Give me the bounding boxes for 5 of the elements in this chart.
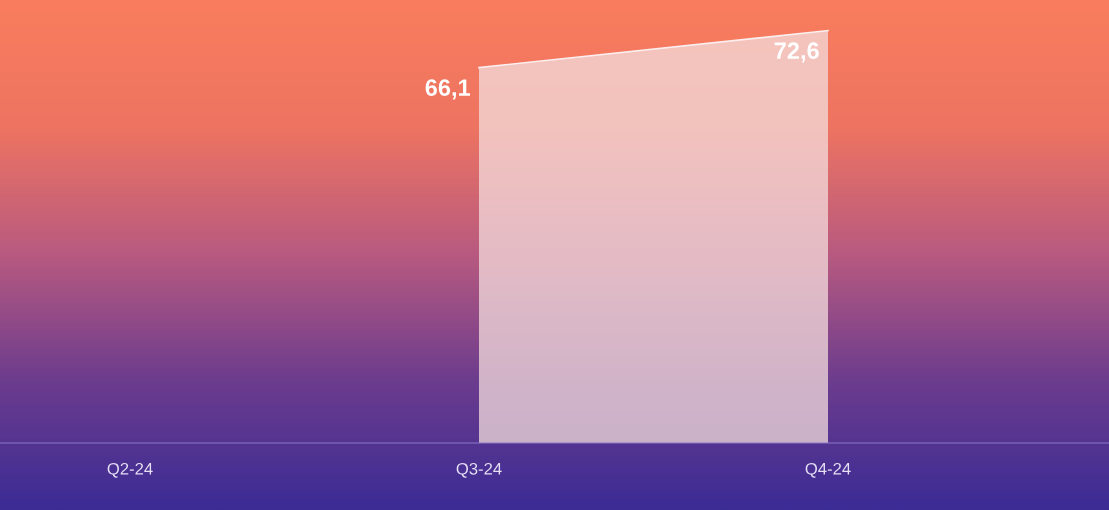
data-label: 72,6 — [774, 42, 819, 63]
x-tick-label: Q3-24 — [456, 462, 502, 478]
data-label: 66,1 — [425, 79, 471, 100]
x-tick-label: Q2-24 — [107, 462, 153, 478]
x-tick-label: Q4-24 — [805, 462, 851, 478]
